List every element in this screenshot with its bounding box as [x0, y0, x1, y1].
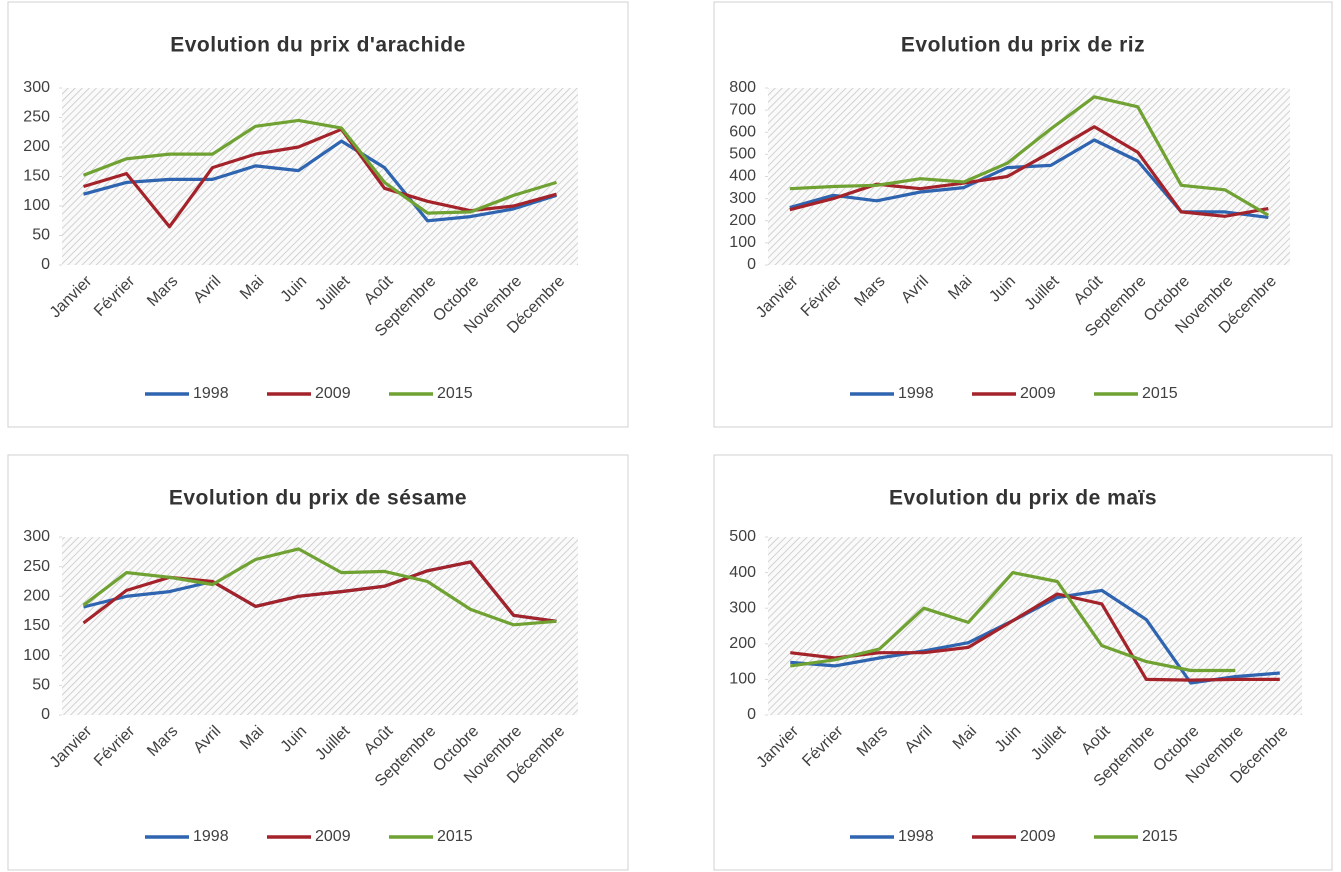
legend-label: 1998: [898, 385, 934, 402]
y-tick-label: 100: [729, 234, 756, 251]
y-tick-label: 500: [729, 528, 756, 545]
y-tick-label: 400: [729, 564, 756, 581]
y-tick-label: 50: [32, 677, 50, 694]
series-line: [83, 139, 557, 223]
legend-label: 2009: [1020, 828, 1056, 845]
chart-title: Evolution du prix de sésame: [169, 487, 467, 510]
y-tick-label: 300: [729, 190, 756, 207]
y-tick-label: 400: [729, 168, 756, 185]
plot-area: [62, 88, 578, 265]
plot-area: [768, 537, 1302, 715]
y-tick-label: 300: [729, 599, 756, 616]
y-tick-label: 100: [23, 197, 50, 214]
y-tick-label: 150: [23, 617, 50, 634]
y-tick-label: 200: [23, 138, 50, 155]
y-tick-label: 100: [729, 671, 756, 688]
legend-label: 2009: [315, 828, 351, 845]
legend-label: 1998: [898, 828, 934, 845]
y-tick-label: 0: [41, 706, 50, 723]
y-tick-label: 500: [729, 146, 756, 163]
y-tick-label: 200: [729, 635, 756, 652]
y-tick-label: 100: [23, 647, 50, 664]
series-line: [82, 560, 557, 625]
series-line: [82, 547, 557, 627]
legend-label: 2009: [1020, 385, 1056, 402]
y-tick-label: 0: [41, 256, 50, 273]
series-line: [82, 118, 557, 215]
legend-label: 2015: [437, 828, 473, 845]
series-line: [790, 571, 1236, 673]
plot-area: [62, 537, 578, 715]
series-line: [790, 592, 1280, 682]
chart-title: Evolution du prix d'arachide: [170, 34, 466, 57]
legend-label: 2015: [1142, 385, 1178, 402]
y-tick-label: 200: [23, 588, 50, 605]
y-tick-label: 50: [32, 227, 50, 244]
legend-label: 1998: [193, 828, 229, 845]
legend-label: 2009: [315, 385, 351, 402]
chart-title: Evolution du prix de riz: [901, 34, 1145, 57]
y-tick-label: 300: [23, 79, 50, 96]
series-line: [789, 95, 1270, 217]
y-tick-label: 300: [23, 528, 50, 545]
y-tick-label: 0: [747, 706, 756, 723]
chart-title: Evolution du prix de maïs: [889, 487, 1157, 510]
legend-label: 1998: [193, 385, 229, 402]
y-tick-label: 0: [747, 256, 756, 273]
legend-label: 2015: [1142, 828, 1178, 845]
y-tick-label: 150: [23, 168, 50, 185]
legend-label: 2015: [437, 385, 473, 402]
y-tick-label: 250: [23, 109, 50, 126]
y-tick-label: 700: [729, 101, 756, 118]
y-tick-label: 600: [729, 123, 756, 140]
plot-area: [768, 88, 1290, 265]
y-tick-label: 250: [23, 558, 50, 575]
y-tick-label: 200: [729, 212, 756, 229]
y-tick-label: 800: [729, 79, 756, 96]
